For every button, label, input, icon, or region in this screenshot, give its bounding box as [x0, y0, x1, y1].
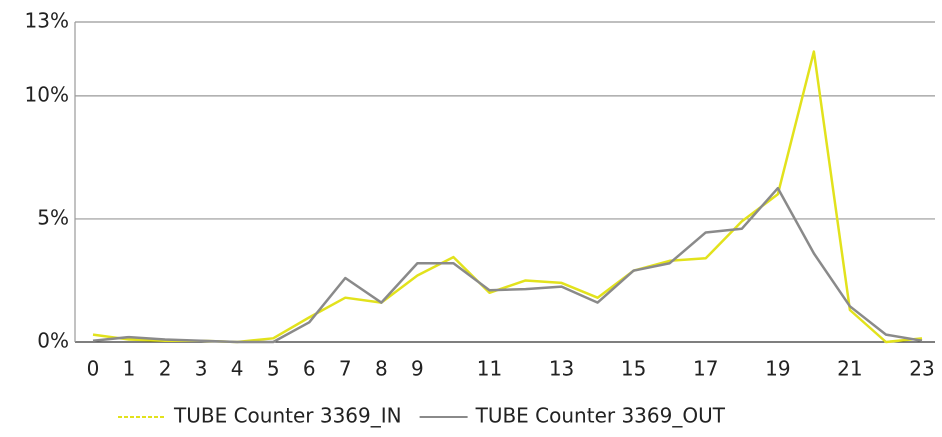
- legend-label: TUBE Counter 3369_OUT: [475, 404, 726, 428]
- x-tick-label: 19: [765, 357, 790, 381]
- x-tick-label: 9: [411, 357, 424, 381]
- x-tick-label: 7: [339, 357, 352, 381]
- y-tick-label: 5%: [37, 205, 69, 229]
- series-line: [92, 186, 923, 344]
- legend-label: TUBE Counter 3369_IN: [173, 404, 402, 428]
- x-tick-label: 1: [123, 357, 136, 381]
- y-tick-label: 0%: [37, 329, 69, 353]
- x-tick-label: 17: [693, 357, 718, 381]
- x-tick-label: 5: [267, 357, 280, 381]
- x-tick-label: 23: [909, 357, 934, 381]
- x-tick-label: 3: [195, 357, 208, 381]
- x-tick-label: 11: [477, 357, 502, 381]
- x-tick-label: 15: [621, 357, 646, 381]
- x-tick-label: 0: [87, 357, 100, 381]
- x-tick-label: 6: [303, 357, 316, 381]
- x-tick-label: 2: [159, 357, 172, 381]
- y-tick-label: 13%: [25, 9, 69, 33]
- x-tick-label: 4: [231, 357, 244, 381]
- series-line: [92, 50, 923, 344]
- x-tick-label: 21: [837, 357, 862, 381]
- x-tick-label: 13: [549, 357, 574, 381]
- x-tick-label: 8: [375, 357, 388, 381]
- y-tick-label: 10%: [25, 82, 69, 106]
